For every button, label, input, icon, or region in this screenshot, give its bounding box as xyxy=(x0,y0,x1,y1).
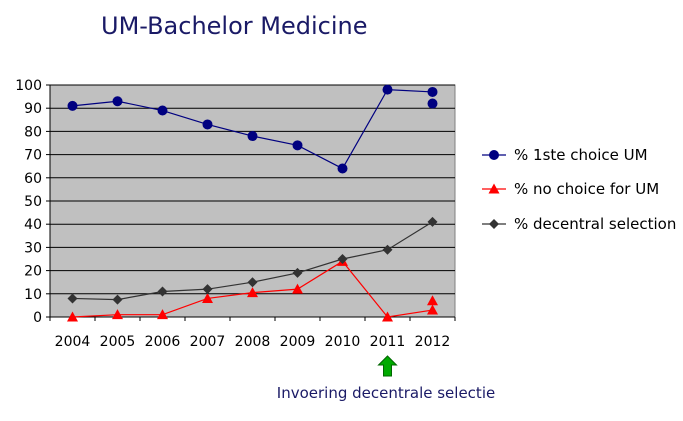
data-point-1-2007 xyxy=(202,292,213,303)
up-arrow-icon xyxy=(377,355,398,377)
data-point-2-2012 xyxy=(427,216,438,227)
data-point-1-2008 xyxy=(247,287,258,298)
x-tick-label-2011: 2011 xyxy=(370,334,406,350)
annotation: Invoering decentrale selectie xyxy=(277,355,495,402)
data-point-2-2011 xyxy=(382,244,393,255)
chart-title: UM-Bachelor Medicine xyxy=(101,12,367,40)
data-point-0-2008 xyxy=(247,131,258,142)
y-tick-label-0: 0 xyxy=(33,310,42,326)
data-point-0-2010 xyxy=(337,163,348,174)
data-point-1-2012 xyxy=(427,304,438,315)
y-tick-label-30: 30 xyxy=(24,240,42,256)
data-point-0-2011 xyxy=(382,84,393,95)
x-axis-ticks: 2004 2005 2006 2007 2008 2009 2010 2011 2012 xyxy=(49,317,456,350)
series-layer xyxy=(67,84,438,322)
data-point-1-2011 xyxy=(382,311,393,322)
data-point-2-2004 xyxy=(67,293,78,304)
data-point-2-2010 xyxy=(337,254,348,264)
data-point-1-2009 xyxy=(292,283,303,294)
data-point-1-2006 xyxy=(157,309,168,320)
x-tick-label-2007: 2007 xyxy=(190,334,226,350)
x-tick-label-2012: 2012 xyxy=(415,334,451,350)
legend-item-2: % decentral selection xyxy=(482,215,676,233)
data-point-2-2007 xyxy=(202,284,213,295)
legend-marker-2 xyxy=(489,219,499,229)
y-tick-label-20: 20 xyxy=(24,264,42,280)
series-1 xyxy=(67,255,438,322)
extra-data-point-0-0 xyxy=(427,98,438,109)
y-tick-label-90: 90 xyxy=(24,101,42,117)
legend-label-0: % 1ste choice UM xyxy=(514,146,648,164)
data-point-0-2007 xyxy=(202,119,213,130)
y-tick-label-50: 50 xyxy=(24,194,42,210)
legend-label-2: % decentral selection xyxy=(514,215,676,233)
data-point-0-2005 xyxy=(112,96,123,107)
x-tick-label-2009: 2009 xyxy=(280,334,316,350)
legend-label-1: % no choice for UM xyxy=(514,180,659,198)
y-tick-label-70: 70 xyxy=(24,148,42,164)
y-axis-ticks: 0 10 20 30 40 50 60 70 80 90 100 xyxy=(15,78,50,326)
x-tick-label-2008: 2008 xyxy=(235,334,271,350)
data-point-2-2005 xyxy=(112,294,123,305)
data-point-1-2005 xyxy=(112,309,123,320)
annotation-text: Invoering decentrale selectie xyxy=(277,384,495,402)
data-point-2-2009 xyxy=(292,267,303,278)
x-tick-label-2006: 2006 xyxy=(145,334,181,350)
data-point-2-2006 xyxy=(157,286,168,297)
legend: % 1ste choice UM % no choice for UM % dece… xyxy=(482,146,676,233)
legend-marker-0 xyxy=(489,150,499,160)
data-point-1-2004 xyxy=(67,311,78,322)
data-point-2-2008 xyxy=(247,277,258,288)
data-point-0-2006 xyxy=(157,105,168,116)
series-2 xyxy=(67,216,438,305)
y-tick-label-10: 10 xyxy=(24,287,42,303)
data-point-0-2009 xyxy=(292,140,303,151)
data-point-0-2004 xyxy=(67,100,78,111)
extra-data-point-1-0 xyxy=(427,295,438,306)
x-tick-label-2004: 2004 xyxy=(55,334,91,350)
y-tick-label-80: 80 xyxy=(24,124,42,140)
x-tick-label-2010: 2010 xyxy=(325,334,361,350)
legend-item-0: % 1ste choice UM xyxy=(482,146,648,164)
data-point-0-2012 xyxy=(427,86,438,97)
x-tick-label-2005: 2005 xyxy=(100,334,136,350)
y-tick-label-60: 60 xyxy=(24,171,42,187)
y-tick-label-40: 40 xyxy=(24,217,42,233)
legend-item-1: % no choice for UM xyxy=(482,180,659,198)
y-tick-label-100: 100 xyxy=(15,78,42,94)
legend-marker-1 xyxy=(488,183,500,194)
series-0 xyxy=(67,84,438,174)
